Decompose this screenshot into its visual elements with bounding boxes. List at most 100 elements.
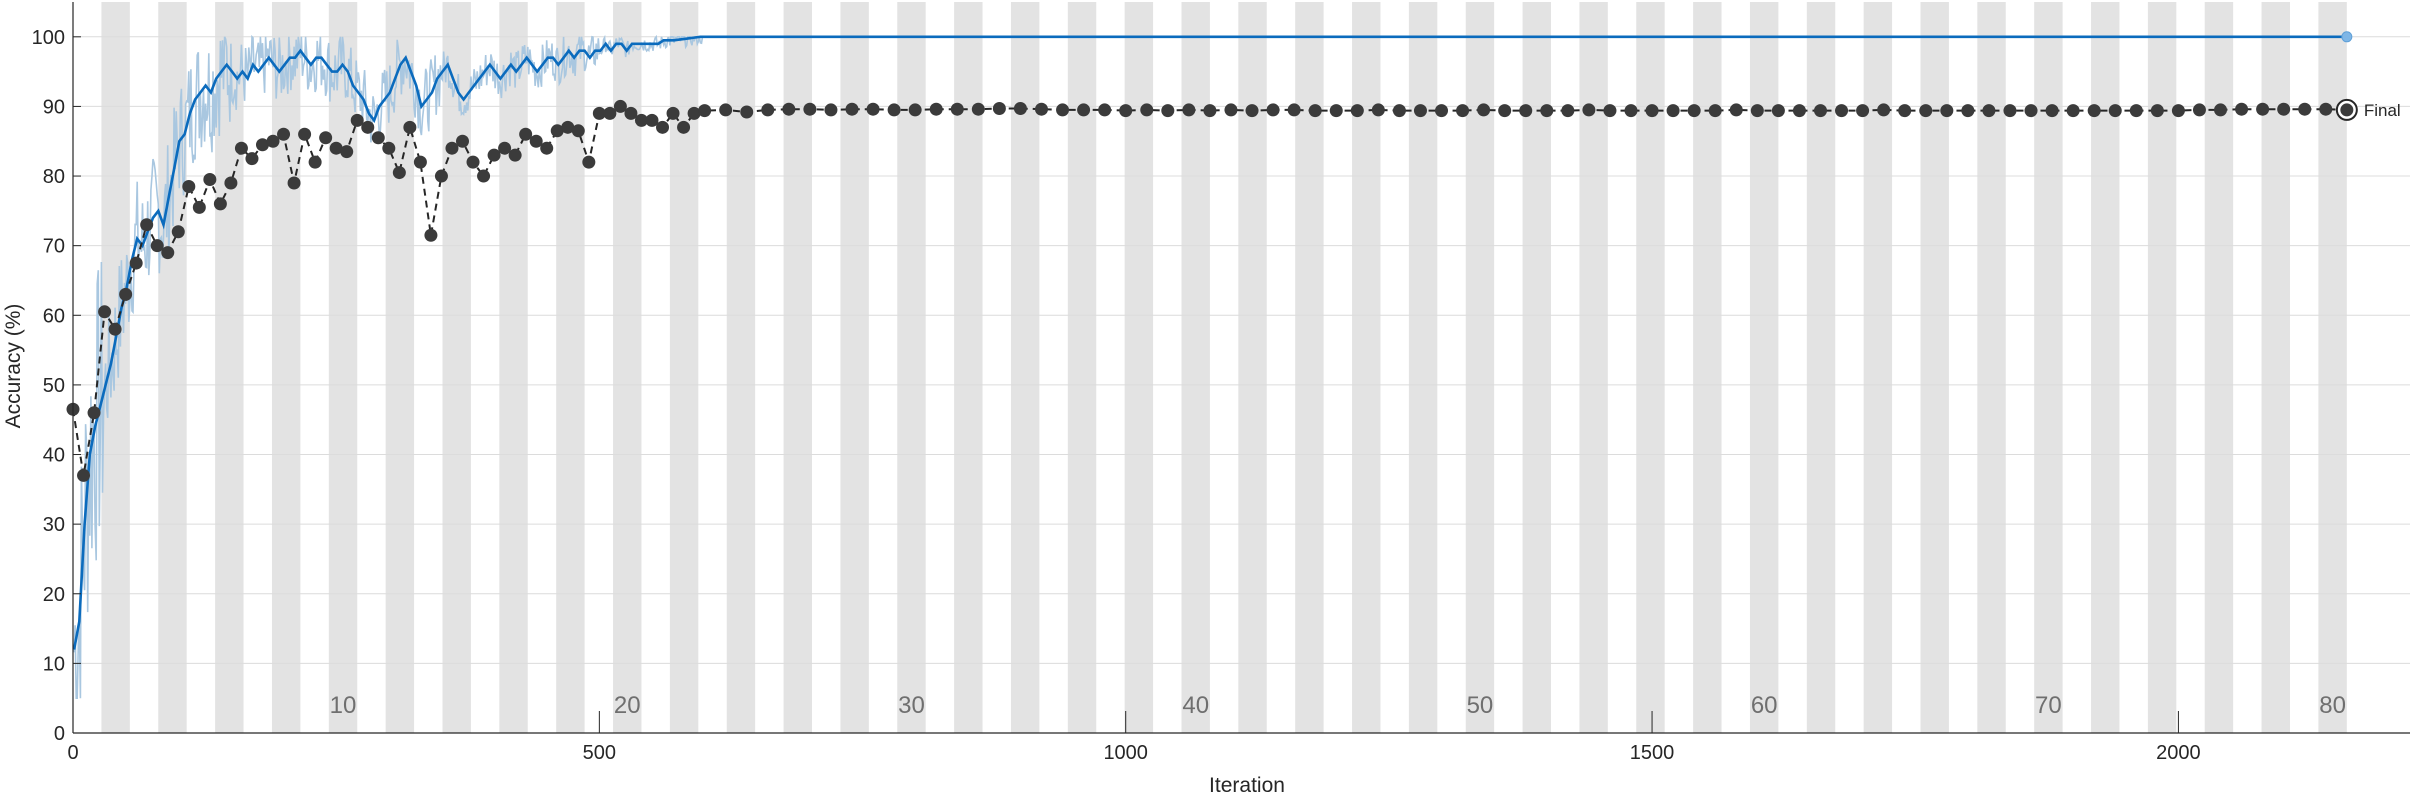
validation-point xyxy=(98,305,112,319)
validation-point xyxy=(634,113,648,127)
epoch-labels: 10 20 30 40 50 60 70 80 xyxy=(330,692,2346,719)
epoch-band xyxy=(1067,2,1097,733)
validation-point xyxy=(550,124,564,138)
validation-point xyxy=(203,173,217,187)
final-label: Final xyxy=(2364,101,2401,120)
validation-point xyxy=(1561,104,1575,118)
validation-point xyxy=(108,322,122,336)
epoch-band xyxy=(954,2,983,733)
epoch-band xyxy=(783,2,812,733)
validation-point xyxy=(2235,102,2249,116)
y-tick-label: 80 xyxy=(43,166,65,188)
validation-point xyxy=(1224,103,1238,117)
validation-point xyxy=(1266,103,1280,117)
epoch-band xyxy=(442,2,471,733)
validation-point xyxy=(171,225,185,239)
epoch-band xyxy=(1806,2,1836,733)
epoch-label: 60 xyxy=(1751,692,1778,719)
validation-point xyxy=(87,406,101,420)
validation-point xyxy=(1877,103,1891,117)
y-tick-label: 40 xyxy=(43,445,65,467)
validation-point xyxy=(466,155,480,169)
validation-point xyxy=(129,256,143,270)
validation-point xyxy=(1540,104,1554,118)
validation-point xyxy=(234,141,248,155)
validation-point xyxy=(1919,104,1933,118)
validation-point xyxy=(392,166,406,180)
validation-point xyxy=(1245,104,1259,118)
validation-point xyxy=(971,102,985,116)
epoch-band xyxy=(1124,2,1154,733)
validation-point xyxy=(1119,104,1133,118)
validation-point xyxy=(245,152,259,166)
epoch-band xyxy=(1920,2,1949,733)
epoch-label: 20 xyxy=(614,692,641,719)
epoch-band xyxy=(1579,2,1608,733)
validation-point xyxy=(1666,104,1680,118)
final-marker: Final xyxy=(2335,98,2401,121)
epoch-bands xyxy=(101,2,2347,733)
validation-point xyxy=(266,134,280,148)
validation-point xyxy=(687,106,701,120)
validation-point xyxy=(1077,103,1091,117)
validation-point xyxy=(1603,104,1617,118)
validation-point xyxy=(2298,102,2312,116)
validation-point xyxy=(371,131,385,145)
epoch-band xyxy=(1352,2,1381,733)
x-tick-label: 2000 xyxy=(2156,742,2201,764)
validation-point xyxy=(592,106,606,120)
validation-point xyxy=(182,179,196,193)
validation-point xyxy=(1898,104,1912,118)
validation-point xyxy=(1519,104,1533,118)
epoch-label: 50 xyxy=(1467,692,1494,719)
validation-point xyxy=(529,134,543,148)
validation-point xyxy=(1961,104,1975,118)
grid-lines xyxy=(73,36,2410,734)
epoch-band xyxy=(2147,2,2177,733)
training-end-point xyxy=(2341,31,2353,43)
validation-point xyxy=(1687,104,1701,118)
validation-point xyxy=(719,103,733,117)
validation-point xyxy=(2087,104,2101,118)
validation-point xyxy=(824,103,838,117)
validation-point xyxy=(2024,104,2038,118)
epoch-band xyxy=(840,2,869,733)
validation-point xyxy=(255,138,269,152)
y-axis-title: Accuracy (%) xyxy=(2,304,25,429)
validation-point xyxy=(1729,103,1743,117)
axes xyxy=(72,2,2410,734)
validation-point xyxy=(1771,104,1785,118)
y-tick-label: 30 xyxy=(43,514,65,536)
validation-point xyxy=(424,228,438,242)
validation-point xyxy=(1182,103,1196,117)
validation-point xyxy=(1708,104,1722,118)
validation-point xyxy=(1034,102,1048,116)
epoch-band xyxy=(1977,2,2006,733)
validation-point xyxy=(740,105,754,119)
validation-point xyxy=(2256,102,2270,116)
y-tick-label: 100 xyxy=(32,27,65,49)
validation-point xyxy=(1161,104,1175,118)
x-tick-label: 1500 xyxy=(1630,742,1675,764)
validation-point xyxy=(561,120,575,134)
epoch-band xyxy=(271,2,301,733)
validation-point xyxy=(2277,102,2291,116)
series-layer xyxy=(66,31,2354,650)
epoch-label: 30 xyxy=(898,692,925,719)
validation-point xyxy=(1498,104,1512,118)
epoch-band xyxy=(2091,2,2120,733)
epoch-label: 70 xyxy=(2035,692,2062,719)
validation-point xyxy=(498,141,512,155)
validation-point xyxy=(2003,104,2017,118)
validation-point xyxy=(677,120,691,134)
epoch-band xyxy=(385,2,415,733)
validation-point xyxy=(456,134,469,148)
validation-point xyxy=(508,148,522,162)
validation-point xyxy=(582,155,596,169)
x-tick-label: 1000 xyxy=(1103,742,1148,764)
validation-point xyxy=(845,102,859,116)
training-raw-layer xyxy=(73,34,2347,700)
validation-point xyxy=(140,218,154,232)
